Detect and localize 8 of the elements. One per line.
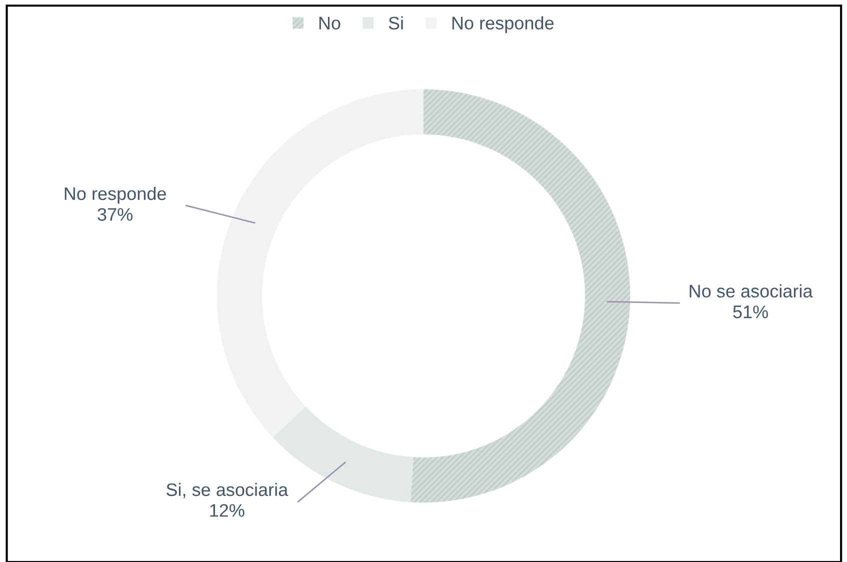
legend-label: No <box>319 16 340 30</box>
donut-slice <box>216 89 424 438</box>
legend-label: No responde <box>452 16 554 34</box>
data-label: No se asociaria 51% <box>690 284 813 318</box>
donut-slice <box>410 89 630 503</box>
data-label: Si, se asociaria 12% <box>166 482 288 517</box>
legend-label: Si <box>388 16 403 30</box>
data-label: No responde 37% <box>64 186 166 221</box>
